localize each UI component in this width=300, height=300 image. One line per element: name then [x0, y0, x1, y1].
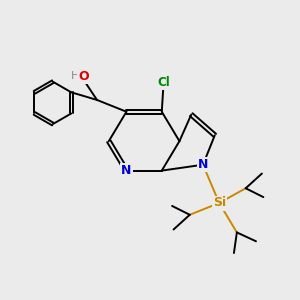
- Text: O: O: [78, 70, 89, 83]
- Text: H: H: [71, 71, 79, 81]
- Text: N: N: [198, 158, 208, 171]
- Text: Cl: Cl: [157, 76, 169, 89]
- Text: N: N: [121, 164, 132, 177]
- Text: Si: Si: [213, 196, 226, 209]
